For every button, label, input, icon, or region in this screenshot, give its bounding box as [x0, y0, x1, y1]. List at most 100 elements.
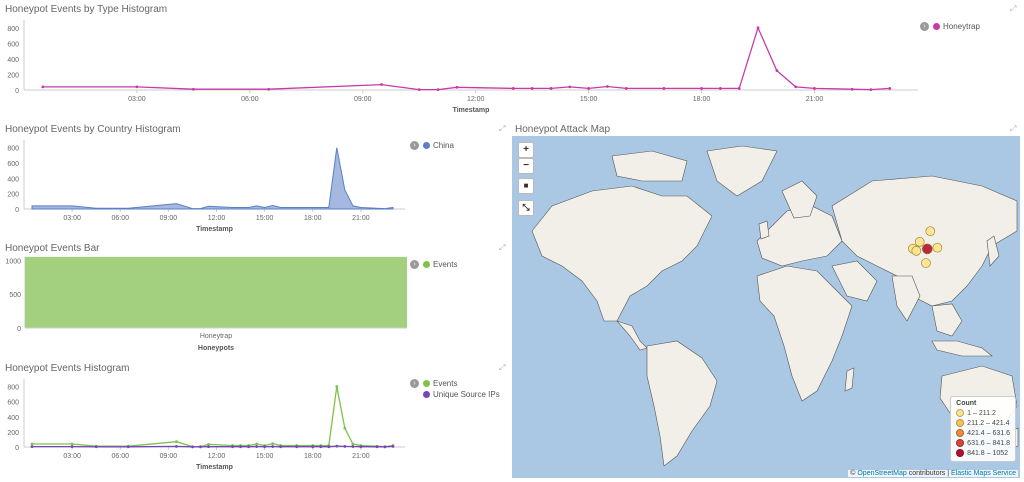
data-point: [30, 442, 34, 446]
attack-marker: [932, 242, 943, 253]
data-point: [255, 442, 259, 446]
x-tick-label: 03:00: [128, 96, 146, 103]
data-point: [267, 87, 271, 91]
x-axis-title: Timestamp: [453, 107, 490, 114]
madagascar-shape: [844, 367, 855, 392]
fit-bounds-button[interactable]: ⤡: [518, 200, 534, 216]
legend-swatch: [956, 449, 965, 457]
draw-rectangle-button[interactable]: ■: [518, 178, 534, 194]
data-point: [549, 87, 553, 90]
africa-shape: [756, 265, 853, 402]
data-point: [869, 88, 873, 92]
data-point: [375, 445, 379, 449]
data-point: [391, 444, 395, 448]
country-hist-expand-icon[interactable]: ⤢: [499, 124, 506, 133]
south-america-shape: [646, 340, 718, 467]
legend-item-events[interactable]: › Events: [410, 378, 500, 389]
zoom-out-button[interactable]: −: [518, 158, 534, 174]
data-point: [255, 445, 259, 448]
data-point: [175, 444, 178, 448]
legend-swatch: [956, 409, 965, 417]
series-line-1: [32, 445, 394, 448]
attack-marker: [921, 258, 931, 268]
data-point: [327, 445, 331, 449]
elastic-maps-link[interactable]: Elastic Maps Service: [951, 470, 1016, 477]
y-tick-label: 400: [7, 176, 19, 183]
osm-link[interactable]: OpenStreetMap: [857, 470, 907, 477]
attack-map-title: Honeypot Attack Map: [515, 124, 611, 135]
y-tick-label: 200: [7, 72, 19, 79]
data-point: [351, 442, 355, 446]
country-hist-chart: 0 200 400 600 800 03:00 06:00 09:00 12:00 15:00 18…: [7, 140, 405, 233]
attack-map[interactable]: + − ■ ⤡ Count 1 – 211.2 211.2 – 421.4 42…: [512, 136, 1020, 478]
y-tick-label: 800: [7, 385, 19, 392]
x-tick-label: 15:00: [256, 215, 274, 222]
data-point: [247, 445, 250, 449]
events-hist-expand-icon[interactable]: ⤢: [499, 363, 506, 372]
attrib-prefix: ©: [850, 470, 856, 477]
legend-toggle-icon[interactable]: ›: [410, 379, 419, 388]
attack-marker: [914, 237, 925, 247]
legend-item-honeytrap[interactable]: › Honeytrap: [920, 21, 980, 32]
y-tick-label: 600: [7, 400, 19, 407]
x-tick-label: 18:00: [304, 453, 322, 460]
type-hist-chart: 0 200 400 600 800 03:00 06:00 09:00 12:00 15:00 18…: [7, 20, 918, 114]
y-tick-label: 500: [9, 292, 21, 299]
y-tick-label: 600: [7, 41, 19, 48]
x-axis-title: Timestamp: [196, 226, 233, 233]
country-hist-legend: › China: [410, 140, 454, 151]
data-point: [455, 85, 459, 89]
legend-dot: [933, 23, 940, 30]
x-tick-label: 18:00: [304, 215, 322, 222]
legend-toggle-icon[interactable]: ›: [410, 260, 419, 269]
x-tick-label: 09:00: [160, 215, 178, 222]
map-attribution: © OpenStreetMap contributors | Elastic M…: [848, 470, 1018, 477]
y-tick-label: 200: [7, 430, 19, 437]
legend-swatch: [956, 429, 965, 437]
x-tick-label: 06:00: [241, 96, 259, 103]
events-bar-title: Honeypot Events Bar: [5, 243, 100, 254]
data-point: [311, 445, 315, 449]
data-point: [756, 26, 760, 30]
legend-label: 631.6 – 841.8: [967, 439, 1010, 447]
events-bar-expand-icon[interactable]: ⤢: [499, 243, 506, 252]
attrib-mid: contributors |: [908, 470, 950, 477]
data-point: [700, 87, 703, 90]
attack-marker: [911, 246, 922, 256]
legend-item-unique-source-ips[interactable]: ›Unique Source IPs: [410, 389, 500, 400]
legend-label: 841.8 – 1052: [967, 449, 1009, 457]
legend-item-china[interactable]: › China: [410, 140, 454, 151]
legend-toggle-icon[interactable]: ›: [410, 141, 419, 150]
legend-item-events[interactable]: › Events: [410, 259, 457, 270]
x-axis-title: Timestamp: [196, 464, 233, 471]
type-hist-legend: › Honeytrap: [920, 21, 980, 32]
data-point: [207, 445, 210, 449]
x-tick-label: 12:00: [208, 215, 226, 222]
middle-east-shape: [831, 260, 878, 302]
x-tick-label: 18:00: [693, 96, 711, 103]
events-bar-chart: 0 500 1000 Honeytrap Honeypots: [5, 256, 407, 352]
y-tick-label: 800: [7, 146, 19, 153]
legend-label: 211.2 – 421.4: [967, 419, 1010, 427]
data-point: [888, 87, 892, 90]
world-map[interactable]: [512, 136, 1020, 478]
series-line-0: [32, 386, 394, 448]
data-point: [794, 85, 798, 89]
legend-toggle-icon[interactable]: ›: [920, 22, 929, 31]
series-area-0: [31, 147, 394, 210]
zoom-in-button[interactable]: +: [518, 142, 534, 158]
country-hist-title: Honeypot Events by Country Histogram: [5, 124, 181, 135]
x-tick-label: 21:00: [352, 453, 370, 460]
type-hist-expand-icon[interactable]: ⤢: [1010, 4, 1017, 13]
data-point: [380, 83, 383, 86]
legend-label: Unique Source IPs: [433, 390, 500, 399]
y-tick-label: 0: [15, 207, 19, 214]
data-point: [271, 442, 275, 445]
y-tick-label: 1000: [5, 258, 21, 265]
y-tick-label: 0: [17, 326, 21, 333]
map-legend: Count 1 – 211.2 211.2 – 421.4 421.4 – 63…: [950, 396, 1016, 462]
events-hist-title: Honeypot Events Histogram: [5, 363, 130, 374]
data-point: [207, 442, 210, 446]
scandinavia-shape: [781, 180, 818, 219]
attack-map-expand-icon[interactable]: ⤢: [1010, 124, 1017, 133]
